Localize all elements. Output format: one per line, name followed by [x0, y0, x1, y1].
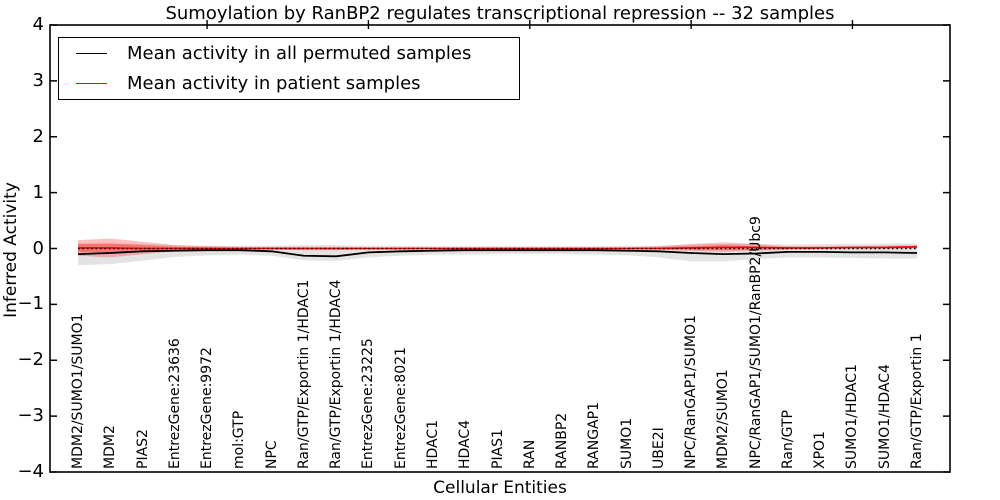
y-tick-label: 4 — [32, 14, 44, 35]
y-tick-label: 1 — [32, 181, 44, 203]
legend-box: Mean activity in all permuted samples Me… — [58, 37, 520, 100]
x-entity-label: Ran/GTP/Exportin 1 — [909, 333, 925, 469]
x-entity-label: MDM2 — [102, 425, 119, 469]
y-tick-label: 0 — [32, 237, 44, 259]
x-entity-label: MDM2/SUMO1/SUMO1 — [70, 313, 86, 469]
x-entity-label: Ran/GTP/Exportin 1/HDAC4 — [328, 279, 345, 469]
legend-label-permuted: Mean activity in all permuted samples — [127, 43, 472, 65]
y-tick-label: −2 — [17, 349, 44, 371]
chart-title: Sumoylation by RanBP2 regulates transcri… — [165, 3, 835, 24]
x-axis-label: Cellular Entities — [433, 478, 567, 498]
y-tick-label: 2 — [32, 125, 44, 147]
legend-item-patient: Mean activity in patient samples — [59, 69, 519, 97]
x-entity-label: HDAC1 — [424, 419, 441, 469]
x-entity-label: NPC — [263, 440, 280, 469]
y-tick-label: −1 — [17, 293, 44, 315]
x-entity-label: XPO1 — [812, 431, 829, 469]
x-entity-label: Ran/GTP — [779, 410, 796, 469]
y-tick-label: −3 — [17, 405, 44, 427]
x-entity-label: PIAS2 — [134, 429, 151, 469]
x-entity-label: SUMO1 — [618, 417, 635, 469]
x-entity-label: NPC/RanGAP1/SUMO1 — [683, 315, 700, 469]
x-entity-label: EntrezGene:23636 — [166, 338, 183, 469]
x-entity-label: Ran/GTP/Exportin 1/HDAC1 — [295, 279, 312, 469]
x-entity-label: SUMO1/HDAC1 — [844, 364, 861, 469]
series-line-0 — [77, 249, 918, 258]
x-entity-label: UBE2I — [650, 427, 667, 469]
x-entity-label: MDM2/SUMO1 — [715, 369, 732, 469]
x-entity-label: EntrezGene:8021 — [392, 347, 409, 469]
x-entity-label: NPC/RanGAP1/SUMO1/RanBP2/Ubc9 — [747, 216, 764, 469]
x-entity-label: EntrezGene:23225 — [360, 338, 377, 469]
legend-line-patient-icon — [76, 82, 107, 84]
x-entity-label: mol:GTP — [231, 410, 248, 469]
x-entity-label: HDAC4 — [457, 419, 474, 469]
x-entity-label: RANGAP1 — [586, 402, 603, 469]
x-entity-label: SUMO1/HDAC4 — [876, 364, 893, 469]
y-tick-label: −4 — [17, 461, 44, 482]
legend-line-permuted-icon — [76, 53, 107, 55]
x-entity-label: EntrezGene:9972 — [199, 347, 216, 469]
legend-label-patient: Mean activity in patient samples — [127, 72, 421, 94]
x-entity-label: PIAS1 — [489, 429, 506, 469]
x-entity-label: RANBP2 — [554, 412, 571, 469]
x-entity-label: RAN — [521, 439, 538, 469]
legend-item-permuted: Mean activity in all permuted samples — [59, 40, 519, 68]
y-tick-label: 3 — [32, 69, 44, 91]
